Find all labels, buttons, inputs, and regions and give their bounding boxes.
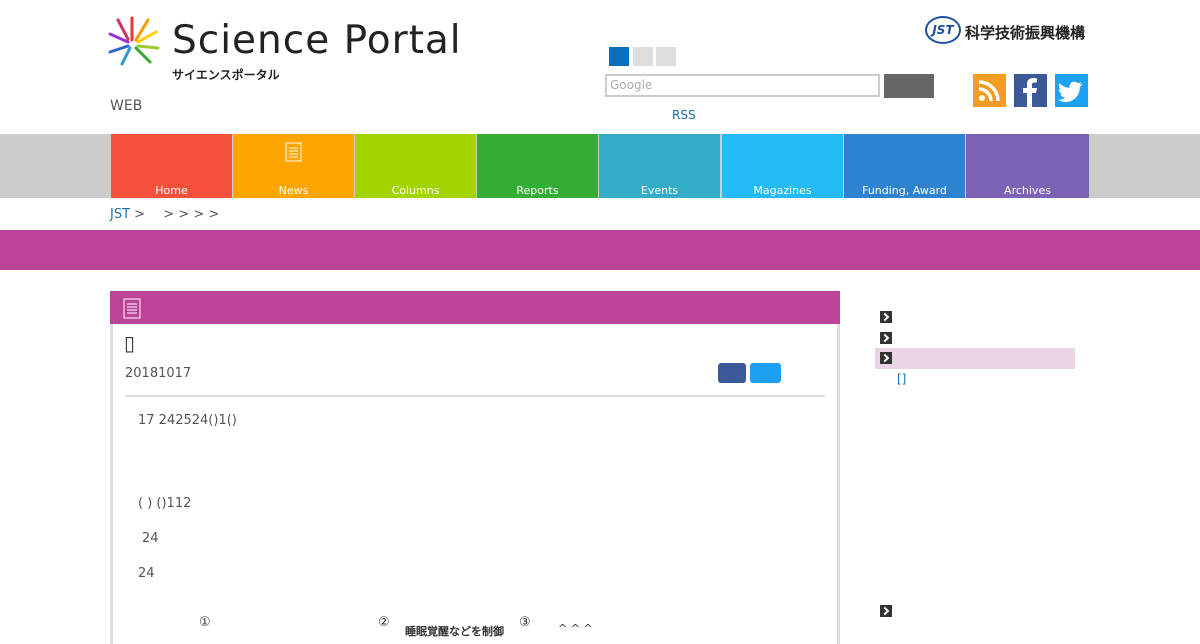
paragraph: 17 242524()1()	[138, 413, 237, 428]
nav-item[interactable]: Events	[599, 134, 720, 198]
label: Columns	[391, 184, 440, 197]
figure-label: 睡眠覚醒などを制御	[405, 625, 504, 638]
nav-icon	[285, 142, 302, 162]
tagline: WEB	[110, 98, 143, 114]
breadcrumb-sep: >	[208, 207, 220, 222]
breadcrumb-link[interactable]: JST	[110, 207, 131, 222]
facebook-icon[interactable]	[1014, 74, 1047, 107]
sidebar-active	[875, 348, 1075, 369]
logo-title: Science Portal	[172, 18, 462, 63]
font-size-button[interactable]	[609, 47, 629, 66]
label: Home	[155, 184, 188, 197]
label: Magazines	[753, 184, 812, 197]
breadcrumb: JST > > > > >	[110, 207, 219, 222]
rss-icon[interactable]	[973, 74, 1006, 107]
sidebar-link[interactable]: []	[897, 372, 907, 386]
sidebar-arrow[interactable]	[880, 352, 892, 364]
figure-label: ^ ^ ^	[558, 622, 593, 635]
share-facebook[interactable]	[718, 363, 746, 383]
nav-item[interactable]: News	[233, 134, 354, 198]
nav-item[interactable]: Magazines	[722, 134, 843, 198]
rss-link[interactable]: RSS	[672, 108, 696, 122]
search-input[interactable]: Google	[605, 74, 880, 97]
breadcrumb-sep: >	[134, 207, 146, 222]
label: Archives	[1004, 184, 1051, 197]
figure-label: ②	[378, 615, 390, 630]
article-header	[110, 291, 840, 324]
article-date: 20181017	[125, 366, 192, 381]
category-band	[0, 230, 1200, 270]
page: Science Portal サイエンスポータル WEB JST 科学技術振興機…	[0, 0, 1200, 630]
article-title: ▯	[124, 331, 136, 355]
figure-label: ③	[519, 615, 531, 630]
paragraph: ( ) ()112	[138, 496, 192, 511]
sidebar-arrow[interactable]	[880, 332, 892, 344]
paragraph: 24	[142, 531, 159, 546]
label: Events	[640, 184, 679, 197]
nav-item[interactable]: Reports	[477, 134, 598, 198]
doc-icon	[123, 298, 141, 319]
share-twitter[interactable]	[750, 363, 781, 383]
sidebar-arrow[interactable]	[880, 605, 892, 617]
label: Funding, Award	[862, 184, 947, 197]
label: News	[278, 184, 309, 197]
font-size-button[interactable]	[656, 47, 676, 66]
font-size-button[interactable]	[633, 47, 653, 66]
sidebar-arrow[interactable]	[880, 311, 892, 323]
nav-item[interactable]: Home	[111, 134, 232, 198]
org-mark: JST	[925, 16, 961, 44]
nav-item[interactable]: Columns	[355, 134, 476, 198]
article-body	[110, 324, 840, 644]
twitter-icon[interactable]	[1055, 74, 1088, 107]
logo-icon	[108, 16, 160, 66]
label: Reports	[516, 184, 559, 197]
breadcrumb-sep: >	[193, 207, 205, 222]
divider	[125, 395, 825, 397]
nav-item[interactable]: Funding, Award	[844, 134, 965, 198]
logo-subtitle: サイエンスポータル	[172, 68, 280, 82]
nav-item[interactable]: Archives	[966, 134, 1089, 198]
org-name: 科学技術振興機構	[965, 24, 1086, 42]
figure-label: ①	[199, 615, 211, 630]
paragraph: 24	[138, 566, 155, 581]
breadcrumb-sep: >	[163, 207, 175, 222]
breadcrumb-sep: >	[178, 207, 190, 222]
search-button[interactable]	[884, 74, 934, 98]
